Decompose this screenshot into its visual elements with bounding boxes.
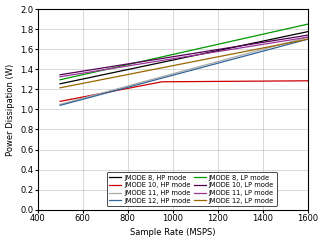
JMODE 8, LP mode [214,43,218,46]
JMODE 10, HP mode [237,80,241,83]
JMODE 8, HP mode [156,62,160,65]
JMODE 10, HP mode [139,84,143,87]
JMODE 8, LP mode [139,60,143,63]
X-axis label: Sample Rate (MSPS): Sample Rate (MSPS) [130,228,215,237]
JMODE 11, HP mode [58,103,62,106]
JMODE 12, HP mode [306,38,310,41]
JMODE 10, HP mode [214,80,218,83]
JMODE 8, HP mode [238,44,242,47]
JMODE 10, LP mode [156,58,160,61]
JMODE 12, LP mode [88,80,92,83]
JMODE 12, LP mode [214,56,218,59]
JMODE 10, HP mode [156,81,160,84]
JMODE 12, LP mode [156,67,160,70]
JMODE 12, HP mode [139,82,143,85]
JMODE 10, LP mode [214,48,218,51]
JMODE 10, HP mode [238,80,242,83]
JMODE 11, HP mode [214,61,218,63]
JMODE 12, HP mode [88,96,92,99]
JMODE 10, LP mode [139,61,143,63]
JMODE 8, LP mode [238,38,242,41]
JMODE 10, LP mode [88,69,92,71]
JMODE 11, HP mode [237,54,241,57]
JMODE 11, LP mode [88,70,92,73]
JMODE 8, LP mode [237,38,241,41]
JMODE 8, LP mode [88,72,92,75]
JMODE 10, HP mode [306,79,310,82]
JMODE 10, HP mode [88,94,92,97]
JMODE 11, LP mode [139,62,143,65]
Line: JMODE 10, HP mode: JMODE 10, HP mode [60,81,308,101]
JMODE 12, HP mode [237,56,241,59]
JMODE 10, HP mode [58,100,62,103]
JMODE 11, LP mode [214,50,218,53]
JMODE 8, HP mode [237,45,241,48]
JMODE 12, LP mode [306,38,310,41]
JMODE 11, HP mode [88,95,92,98]
Line: JMODE 11, LP mode: JMODE 11, LP mode [60,37,308,77]
JMODE 10, LP mode [237,45,241,48]
JMODE 11, HP mode [238,54,242,57]
JMODE 8, HP mode [139,65,143,68]
JMODE 12, LP mode [139,70,143,73]
JMODE 11, LP mode [237,47,241,50]
Line: JMODE 8, LP mode: JMODE 8, LP mode [60,24,308,80]
JMODE 12, LP mode [237,51,241,54]
JMODE 8, LP mode [306,23,310,26]
JMODE 8, HP mode [214,50,218,52]
JMODE 10, LP mode [58,73,62,76]
JMODE 11, LP mode [156,60,160,62]
JMODE 11, HP mode [306,36,310,39]
JMODE 11, HP mode [156,76,160,79]
JMODE 12, HP mode [238,56,242,59]
JMODE 8, HP mode [306,30,310,33]
JMODE 8, HP mode [88,76,92,79]
JMODE 12, LP mode [238,51,242,54]
Line: JMODE 11, HP mode: JMODE 11, HP mode [60,37,308,104]
JMODE 8, HP mode [58,82,62,85]
Line: JMODE 12, HP mode: JMODE 12, HP mode [60,39,308,105]
JMODE 8, LP mode [156,56,160,59]
Line: JMODE 12, LP mode: JMODE 12, LP mode [60,39,308,88]
JMODE 11, LP mode [58,75,62,78]
JMODE 10, LP mode [306,34,310,37]
Y-axis label: Power Dissipation (W): Power Dissipation (W) [6,63,15,156]
JMODE 8, LP mode [58,78,62,81]
JMODE 11, LP mode [238,46,242,49]
JMODE 11, LP mode [306,36,310,39]
Line: JMODE 10, LP mode: JMODE 10, LP mode [60,35,308,75]
Legend: JMODE 8, HP mode, JMODE 10, HP mode, JMODE 11, HP mode, JMODE 12, HP mode, JMODE: JMODE 8, HP mode, JMODE 10, HP mode, JMO… [107,172,276,206]
JMODE 10, LP mode [238,44,242,47]
Line: JMODE 8, HP mode: JMODE 8, HP mode [60,32,308,84]
JMODE 12, HP mode [58,104,62,107]
JMODE 12, LP mode [58,86,62,89]
JMODE 12, HP mode [214,62,218,65]
JMODE 11, HP mode [139,81,143,84]
JMODE 12, HP mode [156,78,160,81]
